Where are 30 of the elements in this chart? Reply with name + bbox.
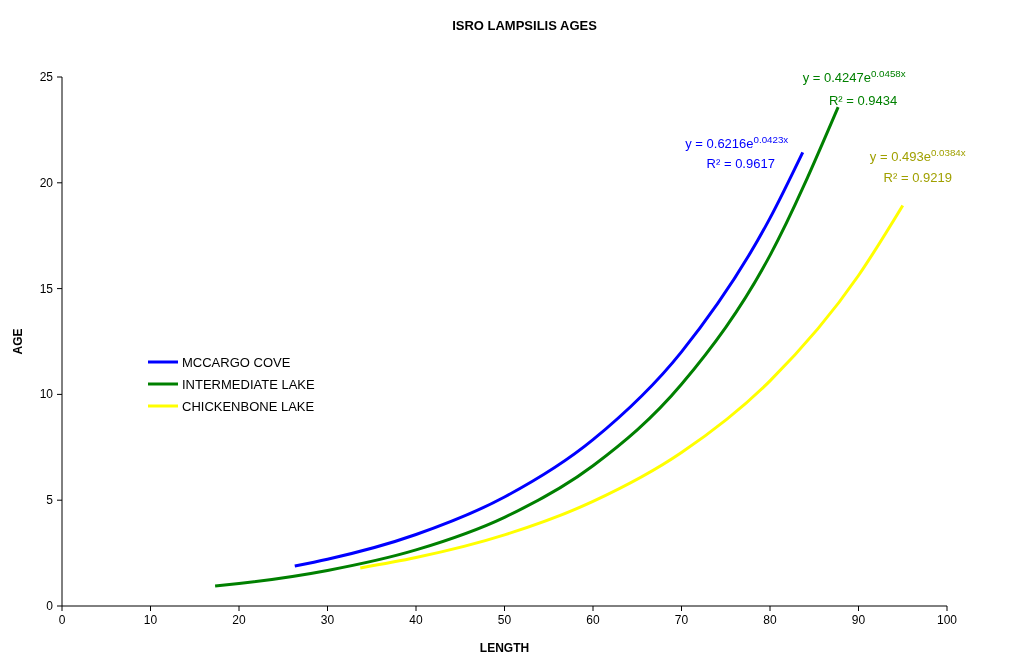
annotation: R² = 0.9617 xyxy=(706,156,775,172)
y-tick-label: 0 xyxy=(46,599,54,613)
x-tick-label: 0 xyxy=(58,613,66,627)
x-tick-label: 100 xyxy=(936,613,958,627)
annotation: y = 0.6216e$^{0.0423x}$ xyxy=(685,133,789,152)
y-tick-label: 15 xyxy=(39,281,54,296)
x-tick-label: 10 xyxy=(143,613,158,627)
annotation: y = 0.4247e$^{0.0458x}$ xyxy=(802,67,906,86)
y-tick-label: 25 xyxy=(39,70,54,84)
x-tick-label: 30 xyxy=(320,613,335,627)
y-tick-label: 20 xyxy=(39,175,54,190)
y-axis-title: AGE xyxy=(11,328,25,355)
line-series xyxy=(358,203,905,570)
x-axis-title: LENGTH xyxy=(479,641,530,655)
x-tick-label: 80 xyxy=(763,613,777,627)
legend-label: INTERMEDIATE LAKE xyxy=(182,377,315,392)
x-tick-label: 20 xyxy=(232,613,246,627)
annotation: R² = 0.9434 xyxy=(829,93,898,109)
chart-title: ISRO LAMPSILIS AGES xyxy=(452,18,598,33)
annotation: R² = 0.9219 xyxy=(883,170,952,186)
y-tick-label: 10 xyxy=(39,387,54,402)
x-tick-label: 90 xyxy=(851,613,866,627)
annotation: y = 0.493e$^{0.0384x}$ xyxy=(869,146,966,165)
x-tick-label: 50 xyxy=(497,613,512,627)
y-tick-label: 5 xyxy=(46,493,54,508)
x-tick-label: 40 xyxy=(409,613,423,627)
x-tick-label: 70 xyxy=(674,613,689,627)
legend-label: MCCARGO COVE xyxy=(182,355,291,370)
x-tick-label: 60 xyxy=(586,613,600,627)
legend-label: CHICKENBONE LAKE xyxy=(182,399,315,414)
